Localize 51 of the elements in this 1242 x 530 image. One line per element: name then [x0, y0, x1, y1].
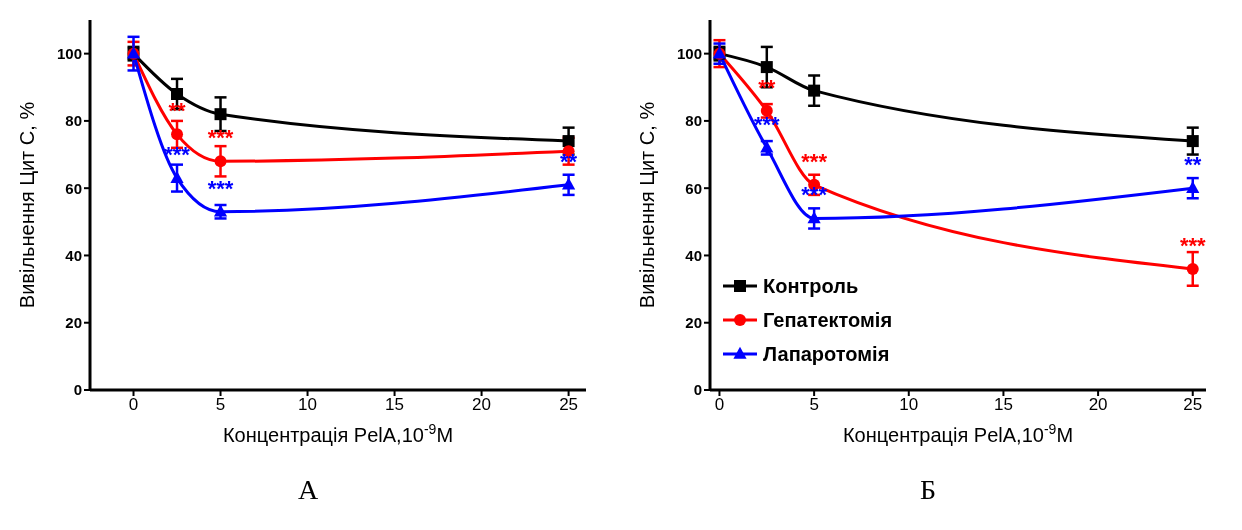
x-tick-label: 15: [385, 395, 405, 415]
x-tick-label: 20: [472, 395, 492, 415]
y-tick-label: 100: [56, 44, 82, 62]
y-tick-label: 20: [65, 314, 82, 332]
y-axis-title: Вивільнення Цит С, %: [636, 101, 658, 309]
y-tick-label: 100: [676, 44, 702, 62]
legend-label: Контроль: [763, 274, 859, 298]
y-axis-title: Вивільнення Цит С, %: [16, 101, 38, 309]
x-tick-label: 10: [298, 395, 317, 415]
x-tick-label: 10: [899, 395, 919, 415]
y-tick-label: 40: [65, 246, 82, 264]
point: [214, 108, 227, 121]
annotation: ***: [207, 175, 234, 201]
annotation: ***: [1179, 232, 1207, 258]
x-tick-label: 20: [1088, 395, 1108, 415]
point: [760, 61, 773, 74]
y-tick-label: 80: [65, 112, 82, 130]
point: [1186, 135, 1199, 148]
y-tick-label: 20: [685, 314, 702, 332]
annotation: ***: [207, 125, 234, 151]
y-tick-label: 80: [685, 112, 702, 130]
y-tick-label: 0: [73, 381, 82, 399]
x-tick-label: 5: [215, 395, 226, 415]
annotation: **: [1184, 152, 1202, 178]
annotation: ***: [801, 148, 828, 174]
x-tick-label: 5: [809, 395, 819, 415]
text: Б: [918, 474, 938, 506]
x-tick-label: 25: [1183, 395, 1203, 415]
x-tick-label: 15: [993, 395, 1013, 415]
x-axis-title: Концентрація PelA,10$^{-9}$M: [842, 421, 1074, 446]
y-tick-label: 0: [693, 381, 702, 399]
point: [807, 211, 821, 224]
point: [808, 84, 821, 97]
point: [214, 155, 227, 168]
point: [1186, 180, 1200, 193]
point: [1186, 262, 1199, 275]
point: [171, 88, 184, 100]
legend-label: Гепатектомія: [763, 308, 893, 332]
point: [562, 135, 575, 148]
x-axis-title: Концентрація PelA,10$^{-9}$M: [222, 421, 454, 446]
y-tick-label: 60: [65, 179, 82, 197]
point: [171, 128, 184, 141]
legend-label: Лапаротомія: [763, 342, 890, 366]
annotation: ***: [164, 142, 191, 168]
y-tick-label: 40: [685, 246, 702, 264]
y-tick-label: 60: [685, 179, 702, 197]
x-tick-label: 0: [128, 395, 139, 415]
text: А: [296, 474, 320, 506]
x-tick-label: 0: [714, 395, 725, 415]
point: [562, 177, 576, 190]
x-tick-label: 25: [559, 395, 579, 415]
